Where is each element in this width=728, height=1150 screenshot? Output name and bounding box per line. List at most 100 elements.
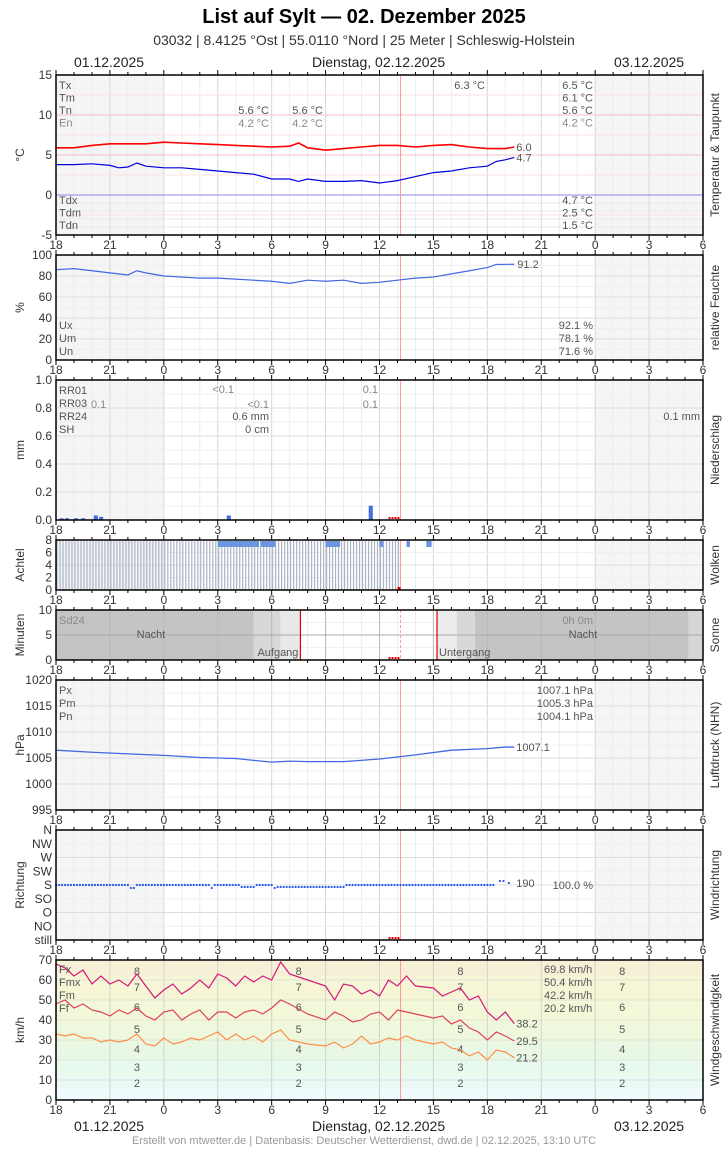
- x-tick-label: 0: [160, 943, 167, 957]
- value-label: 6: [619, 1002, 625, 1014]
- x-tick-label: 21: [103, 523, 117, 537]
- y-tick-label: 4: [45, 558, 52, 572]
- value-label: 0.1: [363, 399, 378, 411]
- y-axis-label: Richtung: [13, 861, 27, 908]
- y-tick-label: 100: [32, 248, 52, 262]
- value-label: 5.6 °C: [562, 105, 593, 117]
- value-label: RR03: [59, 398, 87, 410]
- x-tick-label: 9: [322, 238, 329, 252]
- y-axis-label: Minuten: [13, 614, 27, 657]
- panel-title: Luftdruck (NHN): [708, 702, 722, 789]
- value-label: 7: [134, 982, 140, 994]
- x-tick-label: 9: [322, 813, 329, 827]
- value-label: En: [59, 118, 72, 130]
- x-tick-label: 21: [535, 523, 549, 537]
- x-tick-label: 6: [700, 663, 707, 677]
- x-tick-label: 0: [592, 363, 599, 377]
- value-label: 5: [296, 1024, 302, 1036]
- cloud-bar: [426, 541, 432, 547]
- x-tick-label: 21: [103, 593, 117, 607]
- y-tick-label: 0: [45, 653, 52, 667]
- y-tick-label: 0: [45, 1093, 52, 1107]
- x-tick-label: 18: [481, 363, 495, 377]
- x-tick-label: 18: [49, 593, 63, 607]
- value-label: 78.1 %: [559, 333, 593, 345]
- x-tick-label: 21: [103, 813, 117, 827]
- y-tick-label: 1015: [25, 699, 52, 713]
- x-tick-label: 18: [481, 813, 495, 827]
- x-tick-label: 21: [535, 1103, 549, 1117]
- value-label: 1004.1 hPa: [537, 711, 594, 723]
- x-tick-label: 0: [592, 943, 599, 957]
- y-tick-label: 6: [45, 546, 52, 560]
- page-title: List auf Sylt — 02. Dezember 2025: [202, 6, 526, 28]
- x-tick-label: 6: [268, 1103, 275, 1117]
- value-label: 6.0: [516, 142, 531, 154]
- value-label: 3: [296, 1062, 302, 1074]
- y-tick-label: O: [43, 906, 52, 920]
- x-tick-label: 3: [646, 238, 653, 252]
- x-tick-label: 6: [268, 523, 275, 537]
- value-label: Um: [59, 333, 76, 345]
- sunshine-panel: Sd24 0h 0m Nacht Nacht Aufgang Untergang 10 5 0 M…: [13, 603, 722, 677]
- panel-title: Wolken: [708, 545, 722, 585]
- x-tick-label: 18: [481, 943, 495, 957]
- value-label: 2: [296, 1078, 302, 1090]
- x-tick-label: 15: [427, 943, 441, 957]
- precip-bar: [368, 505, 373, 521]
- y-tick-label: SW: [33, 864, 53, 878]
- value-label: Sd24: [59, 615, 85, 627]
- y-tick-label: 40: [39, 1013, 53, 1027]
- x-tick-label: 21: [103, 943, 117, 957]
- value-label: Tdm: [59, 208, 81, 220]
- cloud-bar: [379, 541, 384, 547]
- y-tick-label: 30: [39, 1033, 53, 1047]
- y-tick-label: 0.8: [35, 401, 52, 415]
- value-label: 20.2 km/h: [544, 1003, 592, 1015]
- y-tick-label: 0.4: [35, 457, 52, 471]
- value-label: 69.8 km/h: [544, 964, 592, 976]
- x-tick-label: 0: [160, 663, 167, 677]
- panel-title: Windrichtung: [708, 850, 722, 920]
- y-tick-label: 80: [39, 269, 53, 283]
- value-label: 1007.1 hPa: [537, 685, 594, 697]
- x-tick-label: 3: [646, 593, 653, 607]
- cloud-bar: [217, 541, 260, 547]
- x-tick-label: 3: [646, 1103, 653, 1117]
- panel-title: Temperatur & Taupunkt: [708, 92, 722, 217]
- value-label: Un: [59, 346, 73, 358]
- y-tick-label: 40: [39, 311, 53, 325]
- value-label: 1.5 °C: [562, 220, 593, 232]
- value-label: 4.2 °C: [562, 118, 593, 130]
- x-tick-label: 21: [103, 663, 117, 677]
- x-tick-label: 21: [535, 813, 549, 827]
- x-tick-label: 18: [481, 1103, 495, 1117]
- panel-title: Windgeschwindigkeit: [708, 973, 722, 1086]
- value-label: 2: [457, 1078, 463, 1090]
- value-label: 8: [457, 966, 463, 978]
- x-tick-label: 12: [373, 593, 387, 607]
- x-tick-label: 9: [322, 523, 329, 537]
- x-tick-label: 6: [700, 1103, 707, 1117]
- x-tick-label: 18: [49, 238, 63, 252]
- panel-title: relative Feuchte: [708, 264, 722, 350]
- date-right-top: 03.12.2025: [614, 54, 685, 70]
- x-tick-label: 12: [373, 238, 387, 252]
- y-tick-label: 2: [45, 571, 52, 585]
- date-right-bottom: 03.12.2025: [614, 1118, 685, 1134]
- y-tick-label: 0: [45, 353, 52, 367]
- x-tick-label: 12: [373, 663, 387, 677]
- footer-credits: Erstellt von mtwetter.de | Datenbasis: D…: [131, 1135, 597, 1147]
- x-tick-label: 6: [268, 593, 275, 607]
- value-label: Nacht: [569, 629, 598, 641]
- x-tick-label: 21: [103, 363, 117, 377]
- value-label: 5: [134, 1024, 140, 1036]
- value-label: SH: [59, 424, 74, 436]
- x-tick-label: 3: [214, 813, 221, 827]
- value-label: 4.2 °C: [238, 118, 269, 130]
- value-label: 4: [296, 1044, 302, 1056]
- station-info: 03032 | 8.4125 °Ost | 55.0110 °Nord | 25…: [153, 32, 575, 48]
- x-tick-label: 15: [427, 238, 441, 252]
